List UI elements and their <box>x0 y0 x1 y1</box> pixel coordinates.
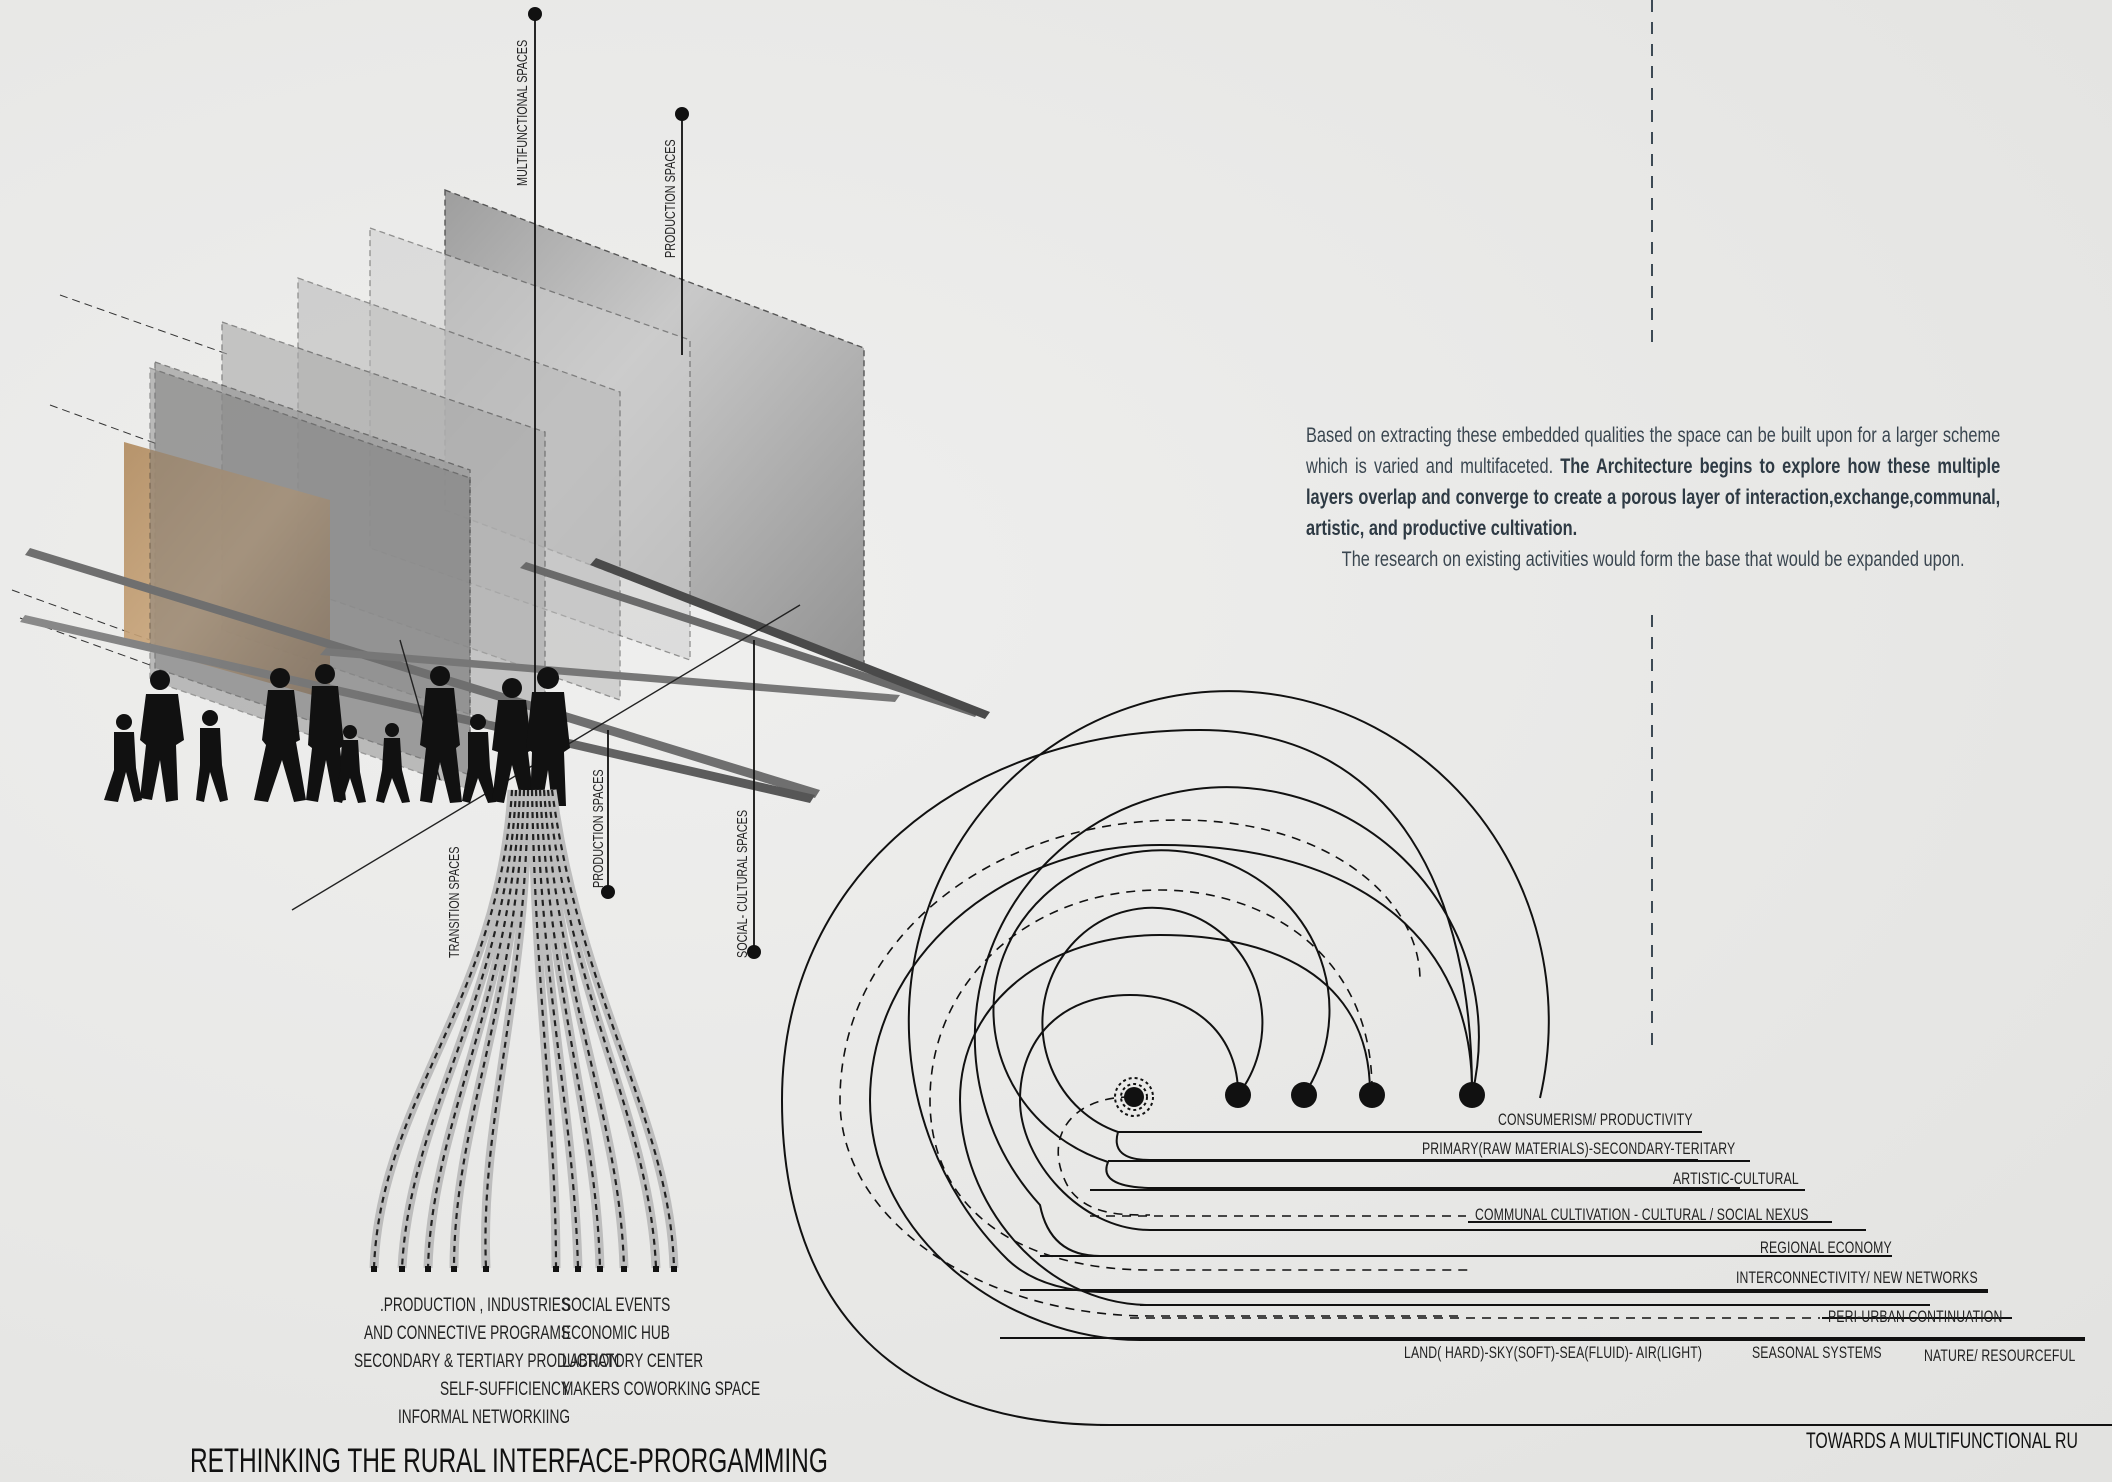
programs-left-list: .PRODUCTION , INDUSTRIES AND CONNECTIVE … <box>354 1292 620 1432</box>
spiral-label-lines <box>1000 1131 2112 1426</box>
programs-right-list: SOCIAL EVENTS ECONOMIC HUB LABRATORY CEN… <box>562 1292 760 1404</box>
description-paragraph: Based on extracting these embedded quali… <box>1306 420 2000 575</box>
spiral-dashed-lines <box>1090 1215 1820 1319</box>
program-left-item: SECONDARY & TERTIARY PRODUCTION <box>354 1351 620 1372</box>
label-social-cultural-spaces: SOCIAL- CULTURAL SPACES <box>734 809 751 958</box>
people-silhouettes <box>104 664 570 806</box>
program-left-item: .PRODUCTION , INDUSTRIES <box>379 1295 570 1316</box>
spiral-label-primary: PRIMARY(RAW MATERIALS)-SECONDARY-TERITAR… <box>1422 1139 1736 1158</box>
title-right: TOWARDS A MULTIFUNCTIONAL RU <box>1806 1428 2078 1453</box>
spiral-arcs <box>780 690 2112 1426</box>
spiral-label-regional: REGIONAL ECONOMY <box>1760 1238 1892 1257</box>
leader-lines <box>534 15 755 952</box>
program-right-item: SOCIAL EVENTS <box>562 1295 671 1316</box>
program-left-item: AND CONNECTIVE PROGRAMS <box>364 1323 570 1344</box>
program-left-item: INFORMAL NETWORKIING <box>397 1407 570 1428</box>
spiral-label-consumerism: CONSUMERISM/ PRODUCTIVITY <box>1498 1110 1693 1129</box>
spiral-dashed-arcs <box>839 819 1468 1317</box>
spiral-label-peri-urban: PERI-URBAN CONTINUATION <box>1828 1307 2003 1326</box>
spiral-label-communal: COMMUNAL CULTIVATION - CULTURAL / SOCIAL… <box>1475 1205 1809 1224</box>
spiral-label-nature: NATURE/ RESOURCEFUL <box>1924 1346 2076 1365</box>
label-production-spaces-top: PRODUCTION SPACES <box>662 139 679 258</box>
label-multifunctional-spaces: MULTIFUNCTIONAL SPACES <box>514 39 531 187</box>
title-left: RETHINKING THE RURAL INTERFACE-PRORGAMMI… <box>190 1442 828 1480</box>
ground-bars <box>20 548 990 803</box>
spiral-label-seasonal: SEASONAL SYSTEMS <box>1752 1343 1882 1362</box>
program-strands <box>369 789 679 1272</box>
label-transition-spaces: TRANSITION SPACES <box>446 846 463 958</box>
label-production-spaces-bottom: PRODUCTION SPACES <box>590 769 607 888</box>
program-right-item: ECONOMIC HUB <box>562 1323 670 1344</box>
description-bold: The Architecture begins to explore how t… <box>1306 455 2001 540</box>
spiral-dots <box>1124 1082 1485 1108</box>
program-right-item: LABRATORY CENTER <box>562 1351 704 1372</box>
description-part1: Based on extracting these embedded quali… <box>1306 424 2001 478</box>
program-right-item: MAKERS COWORKING SPACE <box>562 1379 761 1400</box>
leader-dots <box>528 7 761 959</box>
spiral-label-interconnectivity: INTERCONNECTIVITY/ NEW NETWORKS <box>1736 1268 1978 1287</box>
spiral-label-artistic: ARTISTIC-CULTURAL <box>1673 1169 1799 1188</box>
spiral-label-land-sky: LAND( HARD)-SKY(SOFT)-SEA(FLUID)- AIR(LI… <box>1404 1343 1703 1362</box>
description-part2: The research on existing activities woul… <box>1341 548 1965 571</box>
program-left-item: SELF-SUFFICIENCY <box>440 1379 570 1400</box>
